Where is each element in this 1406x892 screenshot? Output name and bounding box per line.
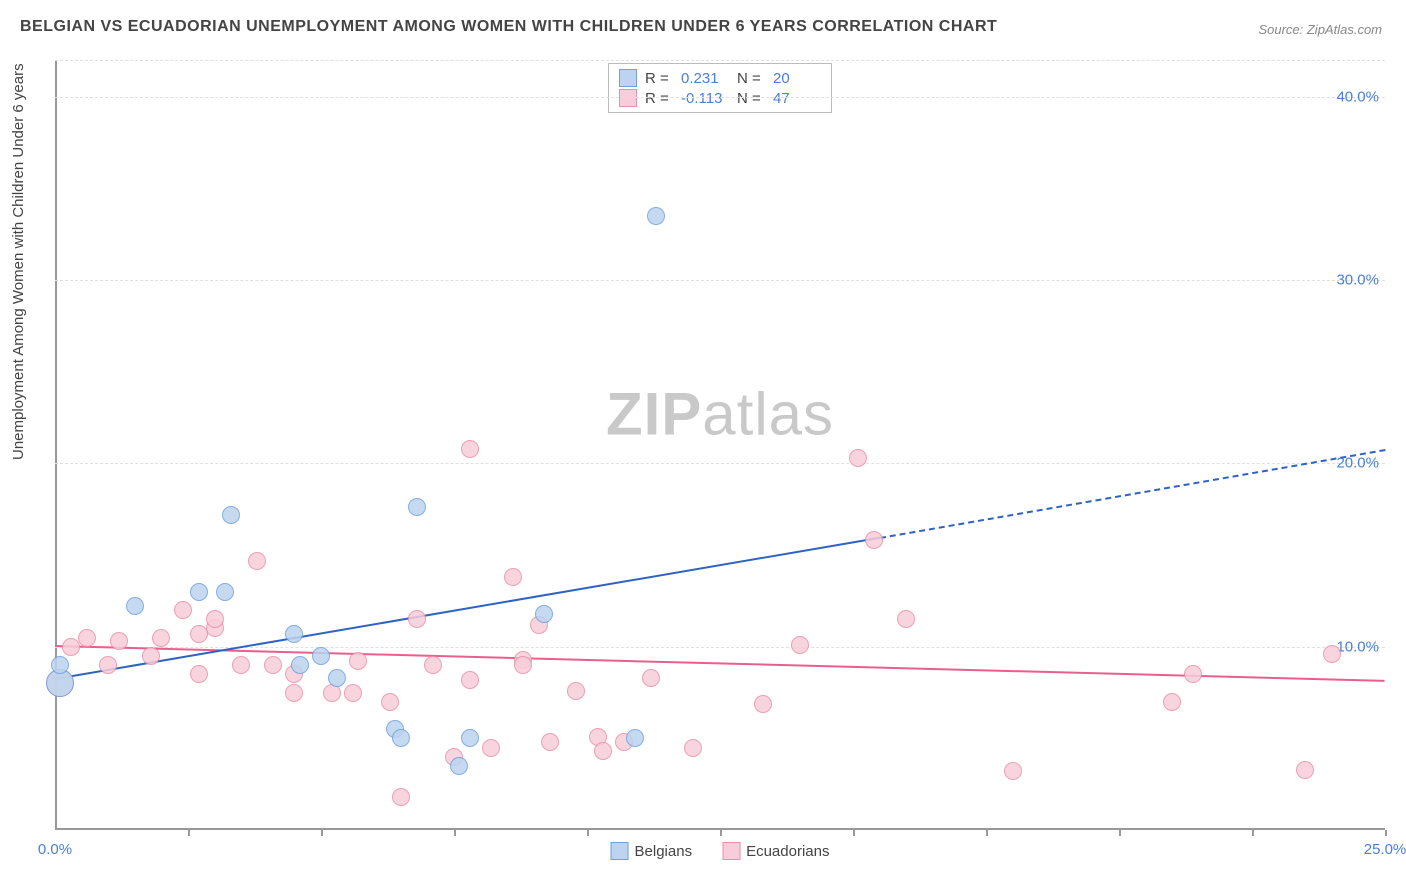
x-tick-mark (853, 830, 855, 836)
swatch-ecuadorian-icon (619, 89, 637, 107)
source-attribution: Source: ZipAtlas.com (1258, 22, 1382, 37)
data-point-ecuadorian (514, 656, 532, 674)
data-point-belgian (450, 757, 468, 775)
data-point-ecuadorian (849, 449, 867, 467)
legend-label: Belgians (635, 843, 693, 860)
legend-item-belgian: Belgians (611, 842, 693, 860)
scatter-plot-area: ZIPatlas R = 0.231 N = 20 R = -0.113 N =… (55, 60, 1385, 830)
data-point-ecuadorian (1323, 645, 1341, 663)
x-tick-label: 25.0% (1364, 841, 1406, 858)
data-point-belgian (126, 597, 144, 615)
data-point-ecuadorian (349, 652, 367, 670)
data-point-belgian (647, 207, 665, 225)
data-point-belgian (461, 729, 479, 747)
y-tick-label: 10.0% (1336, 638, 1379, 655)
data-point-belgian (312, 647, 330, 665)
x-tick-mark (321, 830, 323, 836)
data-point-ecuadorian (344, 684, 362, 702)
data-point-ecuadorian (78, 629, 96, 647)
regression-line (879, 449, 1385, 539)
data-point-ecuadorian (1184, 665, 1202, 683)
stats-row-ecuadorian: R = -0.113 N = 47 (619, 88, 821, 108)
data-point-belgian (285, 625, 303, 643)
data-point-ecuadorian (285, 684, 303, 702)
data-point-ecuadorian (541, 733, 559, 751)
y-axis-line (55, 60, 57, 830)
data-point-ecuadorian (791, 636, 809, 654)
x-tick-mark (986, 830, 988, 836)
x-tick-mark (454, 830, 456, 836)
data-point-ecuadorian (264, 656, 282, 674)
swatch-ecuadorian-icon (722, 842, 740, 860)
data-point-ecuadorian (1163, 693, 1181, 711)
gridline (55, 97, 1385, 98)
data-point-belgian (535, 605, 553, 623)
data-point-belgian (216, 583, 234, 601)
x-tick-mark (188, 830, 190, 836)
data-point-ecuadorian (1296, 761, 1314, 779)
data-point-ecuadorian (99, 656, 117, 674)
data-point-belgian (328, 669, 346, 687)
data-point-belgian (291, 656, 309, 674)
data-point-ecuadorian (392, 788, 410, 806)
data-point-ecuadorian (461, 440, 479, 458)
gridline (55, 647, 1385, 648)
data-point-ecuadorian (110, 632, 128, 650)
data-point-ecuadorian (482, 739, 500, 757)
data-point-ecuadorian (567, 682, 585, 700)
data-point-belgian (408, 498, 426, 516)
legend-label: Ecuadorians (746, 843, 829, 860)
x-tick-mark (587, 830, 589, 836)
data-point-ecuadorian (152, 629, 170, 647)
data-point-ecuadorian (206, 610, 224, 628)
data-point-ecuadorian (594, 742, 612, 760)
data-point-ecuadorian (684, 739, 702, 757)
watermark: ZIPatlas (606, 380, 834, 449)
correlation-stats-box: R = 0.231 N = 20 R = -0.113 N = 47 (608, 63, 832, 113)
data-point-ecuadorian (408, 610, 426, 628)
data-point-ecuadorian (897, 610, 915, 628)
series-legend: Belgians Ecuadorians (611, 842, 830, 860)
data-point-ecuadorian (232, 656, 250, 674)
y-axis-label: Unemployment Among Women with Children U… (10, 63, 27, 460)
y-tick-label: 30.0% (1336, 272, 1379, 289)
x-tick-mark (1385, 830, 1387, 836)
data-point-ecuadorian (174, 601, 192, 619)
data-point-ecuadorian (461, 671, 479, 689)
x-tick-mark (720, 830, 722, 836)
data-point-belgian (222, 506, 240, 524)
gridline (55, 280, 1385, 281)
x-tick-mark (1119, 830, 1121, 836)
data-point-ecuadorian (754, 695, 772, 713)
data-point-belgian (51, 656, 69, 674)
data-point-ecuadorian (142, 647, 160, 665)
x-tick-label: 0.0% (38, 841, 72, 858)
legend-item-ecuadorian: Ecuadorians (722, 842, 829, 860)
data-point-ecuadorian (190, 665, 208, 683)
swatch-belgian-icon (619, 69, 637, 87)
data-point-ecuadorian (865, 531, 883, 549)
gridline (55, 463, 1385, 464)
data-point-ecuadorian (642, 669, 660, 687)
stats-row-belgian: R = 0.231 N = 20 (619, 68, 821, 88)
chart-title: BELGIAN VS ECUADORIAN UNEMPLOYMENT AMONG… (20, 18, 997, 36)
data-point-belgian (626, 729, 644, 747)
data-point-ecuadorian (248, 552, 266, 570)
data-point-ecuadorian (62, 638, 80, 656)
y-tick-label: 40.0% (1336, 88, 1379, 105)
x-tick-mark (1252, 830, 1254, 836)
data-point-ecuadorian (381, 693, 399, 711)
data-point-belgian (190, 583, 208, 601)
swatch-belgian-icon (611, 842, 629, 860)
data-point-ecuadorian (504, 568, 522, 586)
data-point-belgian (392, 729, 410, 747)
data-point-ecuadorian (1004, 762, 1022, 780)
data-point-ecuadorian (424, 656, 442, 674)
